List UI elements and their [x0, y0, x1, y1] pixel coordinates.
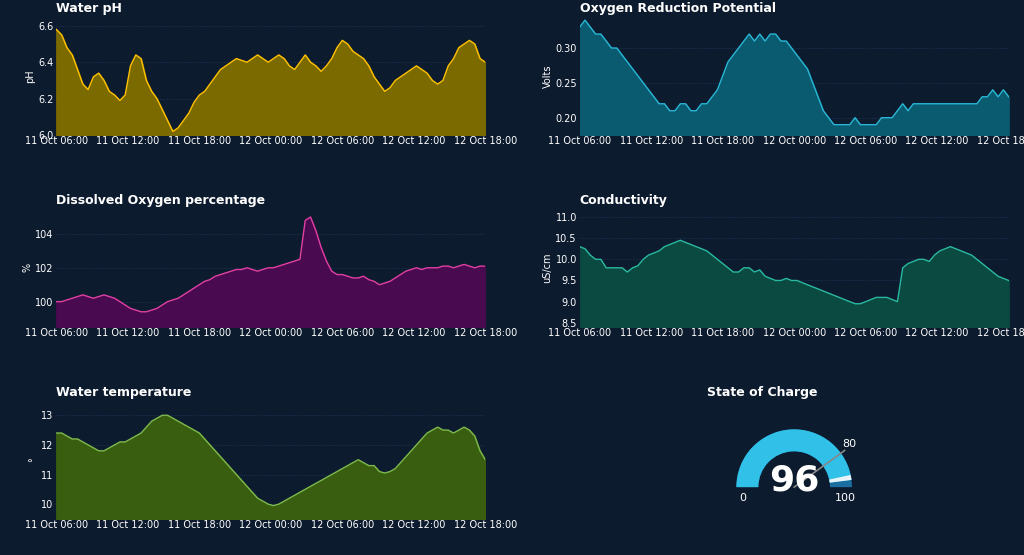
Wedge shape: [736, 430, 852, 487]
Text: 0: 0: [739, 492, 746, 502]
Text: 100: 100: [836, 492, 856, 502]
Text: Oxygen Reduction Potential: Oxygen Reduction Potential: [580, 2, 775, 16]
Y-axis label: pH: pH: [26, 69, 36, 83]
Y-axis label: °: °: [29, 457, 38, 462]
Y-axis label: uS/cm: uS/cm: [543, 253, 553, 283]
Text: 96: 96: [769, 463, 819, 497]
Text: Conductivity: Conductivity: [580, 194, 668, 208]
Wedge shape: [829, 475, 852, 483]
Text: Dissolved Oxygen percentage: Dissolved Oxygen percentage: [56, 194, 265, 208]
Text: 80: 80: [843, 439, 856, 449]
Text: Water pH: Water pH: [56, 2, 122, 16]
Y-axis label: %: %: [23, 263, 33, 273]
Y-axis label: Volts: Volts: [543, 64, 553, 88]
Text: Water temperature: Water temperature: [56, 386, 191, 399]
Wedge shape: [736, 430, 852, 487]
Text: State of Charge: State of Charge: [708, 386, 818, 399]
